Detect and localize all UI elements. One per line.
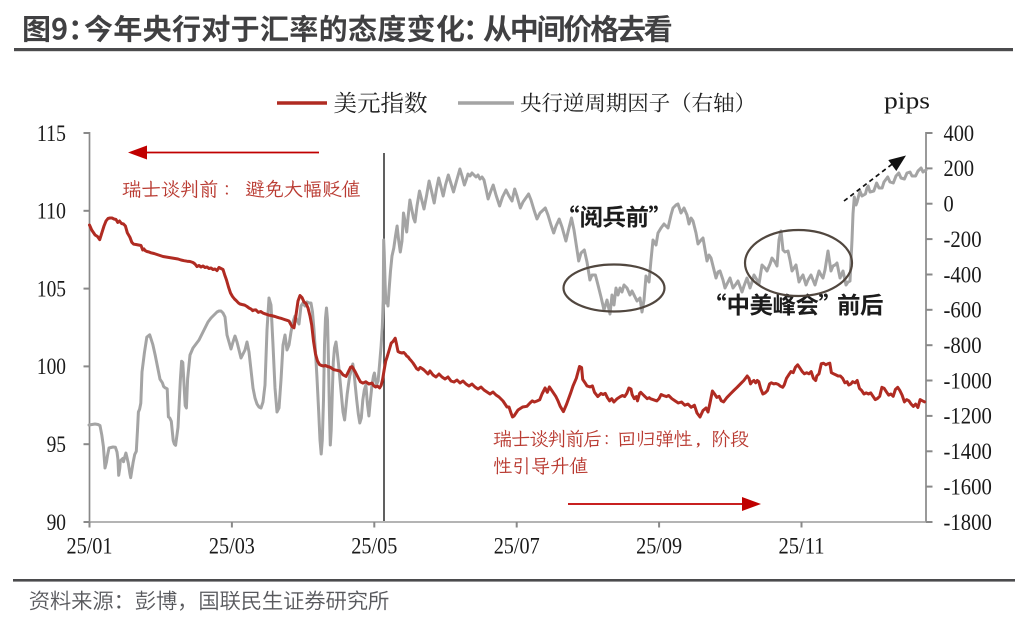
svg-text:115: 115 (37, 121, 66, 146)
svg-text:-1600: -1600 (944, 474, 992, 499)
svg-text:-800: -800 (944, 333, 982, 358)
svg-text:-1200: -1200 (944, 404, 992, 429)
svg-text:25/09: 25/09 (636, 534, 682, 559)
svg-text:-1800: -1800 (944, 510, 992, 535)
svg-text:400: 400 (944, 121, 975, 146)
svg-text:-200: -200 (944, 227, 982, 252)
svg-text:25/11: 25/11 (779, 534, 825, 559)
svg-text:-400: -400 (944, 262, 982, 287)
svg-text:25/07: 25/07 (494, 534, 540, 559)
svg-text:95: 95 (47, 432, 66, 457)
svg-text:25/01: 25/01 (67, 534, 113, 559)
svg-text:pips: pips (884, 89, 930, 115)
svg-text:25/03: 25/03 (209, 534, 255, 559)
svg-text:105: 105 (37, 276, 66, 301)
svg-text:100: 100 (37, 354, 66, 379)
svg-text:90: 90 (47, 510, 66, 535)
svg-text:0: 0 (944, 192, 954, 217)
svg-text:25/05: 25/05 (351, 534, 397, 559)
svg-text:110: 110 (37, 199, 66, 224)
svg-text:-1000: -1000 (944, 368, 992, 393)
svg-text:-1400: -1400 (944, 439, 992, 464)
svg-text:200: 200 (944, 156, 975, 181)
svg-text:-600: -600 (944, 298, 982, 323)
